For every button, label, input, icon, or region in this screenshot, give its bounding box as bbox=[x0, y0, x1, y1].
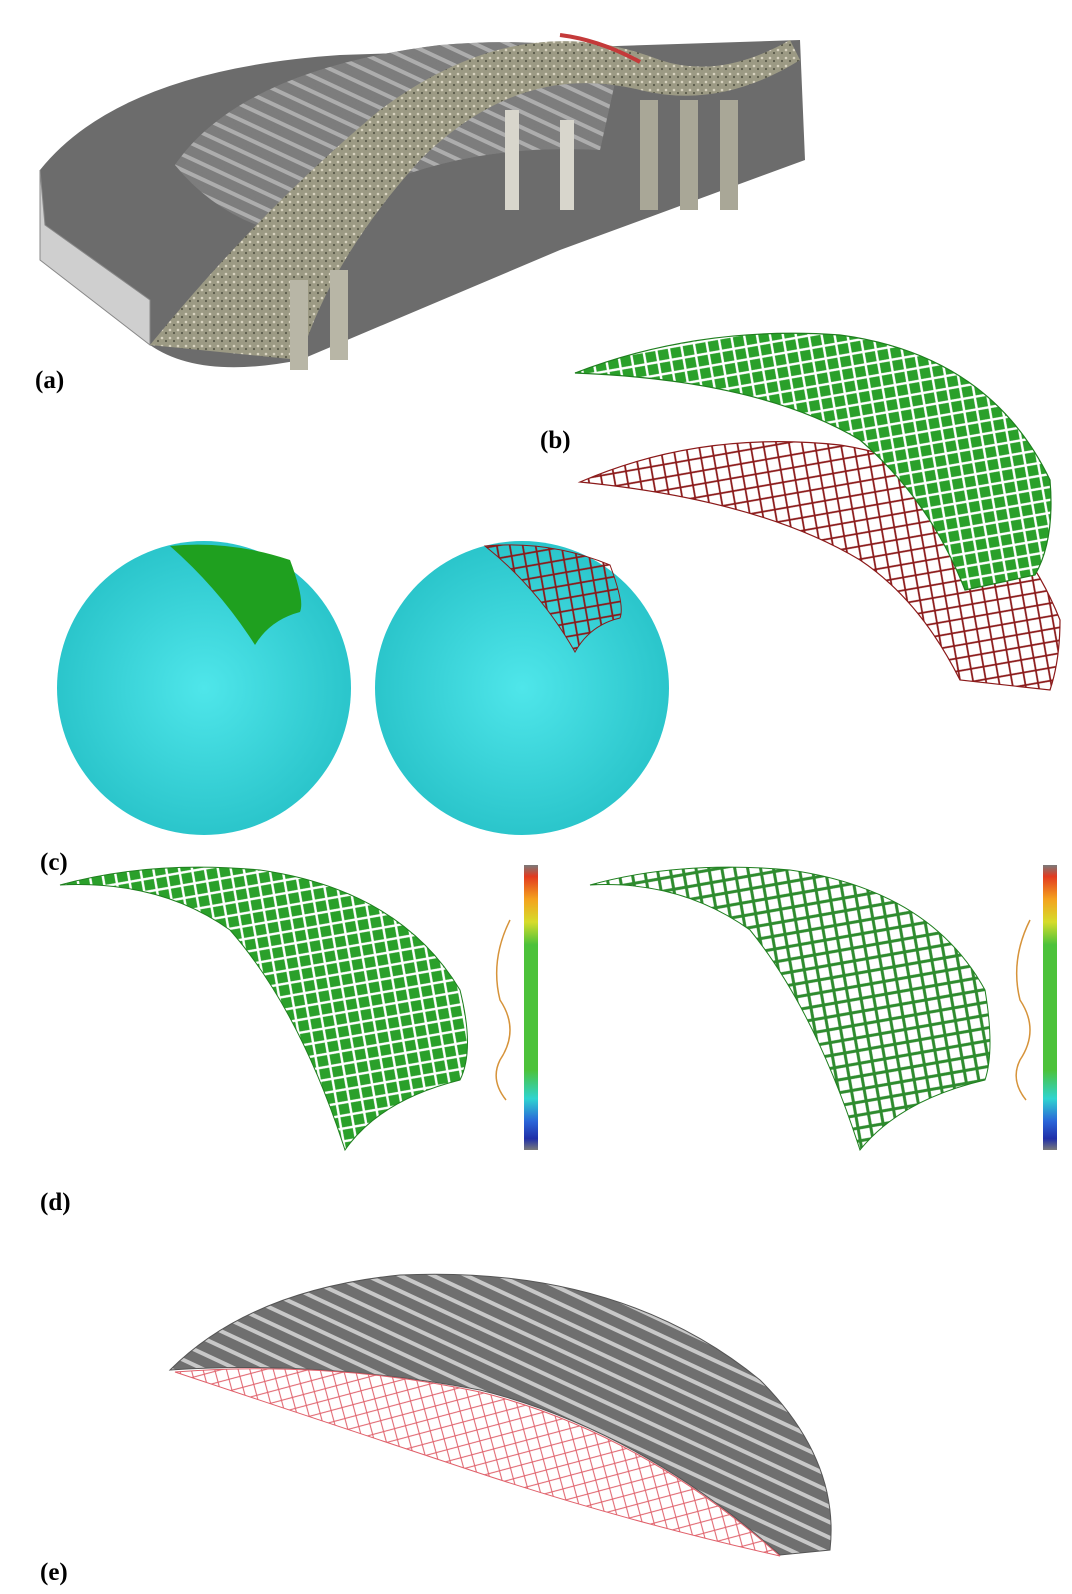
green-patch bbox=[170, 544, 302, 645]
panel-label-b: (b) bbox=[540, 427, 571, 454]
panel-e-shell-overlay bbox=[168, 1273, 832, 1557]
building-outer-wall bbox=[39, 169, 151, 347]
column bbox=[640, 100, 658, 210]
panel-b-mesh-wireframe bbox=[574, 332, 1061, 691]
column bbox=[720, 100, 738, 210]
column bbox=[505, 110, 519, 210]
green-mesh-shell bbox=[574, 332, 1052, 591]
red-edge bbox=[559, 33, 641, 64]
arch-beam bbox=[150, 40, 800, 360]
legend-bar-left bbox=[524, 865, 538, 1150]
red-wire-overlay bbox=[174, 1368, 781, 1557]
panel-label-d: (d) bbox=[40, 1189, 71, 1216]
histogram-curve-right bbox=[1015, 919, 1031, 1101]
gray-shell bbox=[168, 1273, 832, 1556]
deviation-map-right bbox=[589, 866, 991, 1152]
panel-c-sphere-fitting bbox=[57, 541, 669, 835]
sphere-left bbox=[57, 541, 351, 835]
panel-a-point-cloud bbox=[39, 33, 805, 370]
legend-bar-right bbox=[1043, 865, 1057, 1150]
red-lattice-patch bbox=[483, 544, 622, 654]
column bbox=[680, 100, 698, 210]
column bbox=[560, 120, 574, 210]
panel-label-a: (a) bbox=[35, 367, 64, 394]
histogram-curve-left bbox=[495, 919, 511, 1101]
panel-d-deviation-maps bbox=[59, 865, 1057, 1152]
panel-label-e: (e) bbox=[40, 1559, 68, 1586]
deviation-map-left bbox=[59, 866, 468, 1152]
column bbox=[330, 270, 348, 360]
column bbox=[290, 280, 308, 370]
panel-label-c: (c) bbox=[40, 849, 68, 876]
sphere-right bbox=[375, 541, 669, 835]
